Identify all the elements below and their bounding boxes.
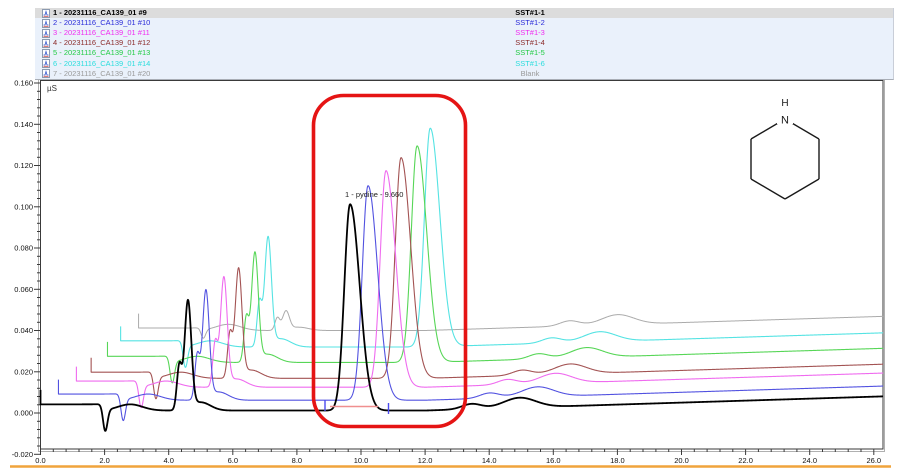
chromatogram-icon xyxy=(42,8,50,18)
sample-name: SST#1-6 xyxy=(515,58,545,68)
chromatogram-icon xyxy=(42,69,50,79)
injection-name: 7 - 20231116_CA139_01 #20 xyxy=(53,68,151,78)
sample-name: SST#1-3 xyxy=(515,28,545,38)
nitrogen-atom-label: N xyxy=(781,115,789,127)
trace-line xyxy=(57,185,884,422)
sample-name: SST#1-1 xyxy=(515,8,545,18)
x-tick-label: 12.0 xyxy=(418,456,433,465)
y-tick-label: 0.060 xyxy=(14,285,33,294)
y-tick-label: 0.140 xyxy=(14,120,33,129)
chromatogram-traces xyxy=(39,127,884,432)
chromatogram-icon xyxy=(42,48,50,58)
chromatogram-icon xyxy=(42,28,50,38)
y-unit-label: µS xyxy=(47,84,57,93)
sample-name: SST#1-4 xyxy=(515,38,545,48)
y-tick-label: 0.000 xyxy=(14,409,33,418)
x-tick-label: 8.0 xyxy=(292,456,302,465)
highlight-annotation xyxy=(311,93,468,429)
injection-name: 6 - 20231116_CA139_01 #14 xyxy=(53,58,151,68)
injection-legend-panel: 1 - 20231116_CA139_01 #9 SST#1-1 2 - 202… xyxy=(35,8,894,80)
x-tick-label: 6.0 xyxy=(228,456,238,465)
x-tick-label: 26.0 xyxy=(866,456,881,465)
trace-line xyxy=(120,127,884,368)
x-tick-label: 20.0 xyxy=(674,456,689,465)
legend-row[interactable]: 3 - 20231116_CA139_01 #11 SST#1-3 xyxy=(35,28,893,38)
sample-name: SST#1-2 xyxy=(515,18,545,28)
hydrogen-atom-label: H xyxy=(781,98,788,109)
peak-label: 1 - pydine - 9.660 xyxy=(345,190,403,199)
x-tick-label: 16.0 xyxy=(546,456,561,465)
x-tick-label: 4.0 xyxy=(163,456,173,465)
injection-name: 5 - 20231116_CA139_01 #13 xyxy=(53,48,151,58)
legend-row[interactable]: 7 - 20231116_CA139_01 #20 Blank xyxy=(35,69,893,79)
x-tick-label: 18.0 xyxy=(610,456,625,465)
y-tick-label: 0.080 xyxy=(14,244,33,253)
trace-line xyxy=(39,203,884,432)
sample-name: SST#1-5 xyxy=(515,48,545,58)
trace-line xyxy=(106,145,884,384)
axis-ticks xyxy=(34,82,875,455)
trace-line xyxy=(90,157,884,400)
injection-name: 3 - 20231116_CA139_01 #11 xyxy=(53,28,150,38)
y-tick-label: 0.160 xyxy=(14,79,33,88)
chromatogram-icon xyxy=(42,59,50,69)
injection-name: 2 - 20231116_CA139_01 #10 xyxy=(53,18,151,28)
y-tick-label: -0.020 xyxy=(12,450,33,459)
x-tick-label: 14.0 xyxy=(482,456,497,465)
sample-name: Blank xyxy=(520,68,540,78)
chromatogram-icon xyxy=(42,18,50,28)
y-tick-label: 0.120 xyxy=(14,161,33,170)
x-tick-label: 22.0 xyxy=(738,456,753,465)
x-tick-label: 2.0 xyxy=(99,456,109,465)
legend-row[interactable]: 5 - 20231116_CA139_01 #13 SST#1-5 xyxy=(35,48,893,58)
y-tick-label: 0.020 xyxy=(14,367,33,376)
chromatogram-icon xyxy=(42,38,50,48)
x-tick-label: 10.0 xyxy=(354,456,369,465)
x-tick-label: 24.0 xyxy=(802,456,817,465)
trace-line xyxy=(138,310,884,339)
legend-row[interactable]: 6 - 20231116_CA139_01 #14 SST#1-6 xyxy=(35,58,893,69)
y-tick-label: 0.040 xyxy=(14,326,33,335)
y-tick-label: 0.100 xyxy=(14,202,33,211)
injection-name: 1 - 20231116_CA139_01 #9 xyxy=(53,8,147,18)
piperidine-structure-icon: N H xyxy=(750,98,820,200)
axis-tick-labels: 0.1600.1400.1200.1000.0800.0600.0400.020… xyxy=(12,79,881,465)
trace-line xyxy=(75,170,884,409)
legend-row[interactable]: 2 - 20231116_CA139_01 #10 SST#1-2 xyxy=(35,18,893,28)
integration-marks xyxy=(324,400,390,414)
x-tick-label: 0.0 xyxy=(35,456,45,465)
injection-name: 4 - 20231116_CA139_01 #12 xyxy=(53,38,151,48)
legend-row[interactable]: 1 - 20231116_CA139_01 #9 SST#1-1 xyxy=(35,8,893,19)
legend-row[interactable]: 4 - 20231116_CA139_01 #12 SST#1-4 xyxy=(35,38,893,48)
plot-frame xyxy=(38,78,885,455)
